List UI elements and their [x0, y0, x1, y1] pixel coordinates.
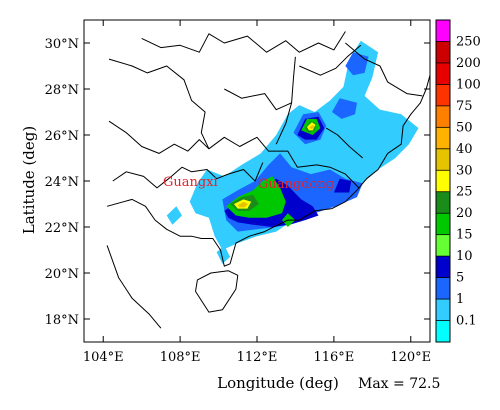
- x-tick-label: 108°E: [160, 350, 201, 365]
- colorbar-level-label: 50: [456, 120, 473, 135]
- colorbar-level-label: 75: [456, 99, 473, 114]
- y-tick-label: 20°N: [45, 267, 79, 282]
- boundary-line-8: [345, 42, 423, 97]
- x-tick-label: 116°E: [313, 350, 354, 365]
- colorbar-level-label: 1: [456, 292, 464, 307]
- colorbar-segment: [436, 105, 450, 128]
- boundary-line-11: [195, 270, 239, 313]
- colorbar-segment: [436, 234, 450, 257]
- boundary-line-7: [325, 127, 364, 159]
- boundary-line-10: [106, 245, 162, 329]
- y-tick-label: 26°N: [45, 129, 79, 144]
- colorbar-level-label: 25: [456, 185, 473, 200]
- boundary-line-0: [141, 31, 346, 53]
- colorbar-level-label: 40: [456, 142, 473, 157]
- boundary-line-1: [108, 58, 360, 189]
- colorbar-level-label: 20: [456, 206, 473, 221]
- colorbar-segment: [436, 256, 450, 278]
- colorbar-level-label: 5: [456, 271, 464, 286]
- colorbar-segment: [436, 277, 450, 300]
- contour-region-5-5: [332, 98, 357, 119]
- y-tick-label: 30°N: [45, 37, 79, 52]
- region-label-guangxi: Guangxi: [163, 175, 218, 190]
- colorbar: 250 200 100 75 50 40 30 25 20 15 10 5 1 0.1: [435, 19, 481, 343]
- colorbar-frame: [435, 19, 451, 343]
- x-tick-label: 104°E: [83, 350, 124, 365]
- map-boundary-lines: [106, 31, 430, 329]
- colorbar-segment: [436, 148, 450, 171]
- colorbar-level-label: 30: [456, 163, 473, 178]
- boundary-line-5: [224, 88, 292, 111]
- colorbar-level-label: 250: [456, 35, 481, 50]
- colorbar-level-label: 15: [456, 228, 473, 243]
- colorbar-segment: [436, 127, 450, 150]
- x-tick-label: 112°E: [237, 350, 278, 365]
- colorbar-segment: [436, 62, 450, 85]
- x-tick-label: 120°E: [390, 350, 431, 365]
- colorbar-level-label: 200: [456, 56, 481, 71]
- max-value-annotation: Max = 72.5: [358, 376, 440, 392]
- colorbar-segment: [436, 191, 450, 214]
- colorbar-segment: [436, 299, 450, 321]
- contour-region-30-17: [237, 201, 249, 208]
- y-axis-label: Latitude (deg): [20, 126, 38, 234]
- y-tick-label: 28°N: [45, 83, 79, 98]
- y-tick-label: 22°N: [45, 221, 79, 236]
- colorbar-segment: [436, 41, 450, 64]
- colorbar-segment: [436, 170, 450, 193]
- boundary-line-2: [108, 120, 210, 154]
- boundary-line-9: [106, 75, 430, 267]
- boundary-line-6: [299, 44, 362, 76]
- boundary-line-3: [112, 162, 264, 189]
- contour-region-10-9: [333, 178, 352, 193]
- colorbar-level-label: 10: [456, 249, 473, 264]
- y-tick-label: 24°N: [45, 175, 79, 190]
- colorbar-segment: [436, 84, 450, 107]
- colorbar-segment: [436, 20, 450, 42]
- region-label-guangdong: Guangdong: [258, 177, 334, 192]
- y-tick-label: 18°N: [45, 313, 79, 328]
- x-axis-label: Longitude (deg): [217, 374, 339, 392]
- colorbar-segment: [436, 213, 450, 235]
- contour-region-1-1: [166, 206, 182, 225]
- colorbar-level-label: 100: [456, 77, 481, 92]
- contour-region-30-18: [309, 124, 315, 130]
- colorbar-level-label: 0.1: [456, 314, 477, 329]
- axis-ticks: 104°E 108°E 112°E 116°E 120°E 30°N 28°N 26°N 24°…: [45, 20, 431, 365]
- colorbar-segment: [436, 320, 450, 343]
